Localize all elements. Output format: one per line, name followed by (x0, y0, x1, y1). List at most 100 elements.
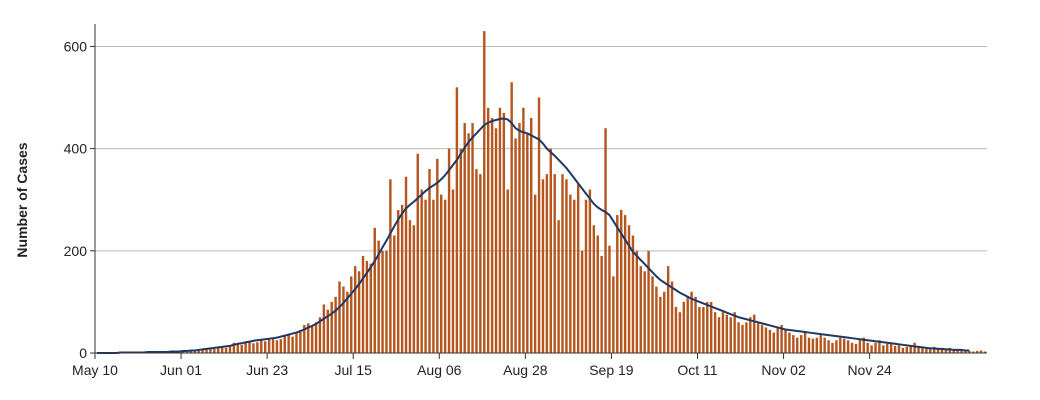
bar (889, 342, 893, 353)
bar (369, 263, 373, 353)
bar (584, 199, 588, 353)
bar (709, 301, 713, 353)
bar (408, 220, 412, 353)
bar (729, 317, 732, 353)
bar (858, 340, 862, 353)
bar (428, 169, 431, 353)
bar (424, 199, 427, 353)
bar (522, 107, 525, 353)
bar (561, 174, 564, 353)
bar (803, 332, 807, 353)
bar (381, 250, 384, 353)
bar (659, 296, 662, 353)
bar (721, 312, 725, 354)
bar (385, 250, 388, 353)
bar (451, 189, 455, 353)
bar (377, 240, 380, 353)
bar (533, 194, 537, 353)
bar (185, 350, 189, 353)
bar (643, 271, 646, 353)
x-tick-label: Nov 24 (847, 362, 892, 378)
bar (612, 276, 615, 353)
bar (346, 291, 349, 353)
bar (303, 324, 306, 353)
bar (713, 312, 717, 354)
bar (831, 342, 834, 353)
bar (338, 281, 341, 353)
bar (741, 324, 744, 353)
bar (209, 348, 212, 353)
bar (917, 346, 920, 353)
bar (623, 215, 627, 353)
bar (745, 322, 748, 353)
bar (968, 350, 971, 353)
bar (588, 189, 592, 353)
bar (330, 301, 333, 353)
bar (479, 174, 482, 353)
bar (666, 266, 670, 353)
bar (322, 304, 326, 353)
bar (514, 138, 517, 353)
bar (412, 225, 416, 353)
bar (565, 179, 568, 353)
bar (526, 133, 529, 353)
bar (326, 309, 329, 353)
bar (432, 199, 435, 353)
bar (913, 342, 916, 353)
y-tick-label: 200 (64, 243, 88, 259)
bar (530, 117, 533, 353)
bar (690, 291, 693, 353)
y-axis-ticks: 0 200 400 600 (64, 38, 95, 361)
bar (447, 148, 451, 354)
bar (440, 194, 443, 353)
bar (796, 337, 799, 353)
bar (760, 324, 764, 353)
axes (94, 24, 987, 354)
bar (173, 351, 177, 353)
x-tick-label: Nov 02 (761, 362, 806, 378)
bar (784, 330, 787, 353)
bar (459, 148, 463, 354)
bar (932, 346, 936, 353)
bar (181, 351, 185, 353)
bar (244, 341, 247, 353)
bar (260, 340, 263, 353)
bar (240, 344, 243, 353)
bar (283, 336, 286, 353)
bar (854, 343, 858, 353)
bar (353, 266, 357, 353)
bar (706, 301, 709, 353)
bar (279, 339, 283, 353)
bar (815, 337, 819, 353)
bar (827, 340, 830, 353)
grid-lines (95, 45, 987, 252)
bar (600, 255, 603, 353)
bar (220, 346, 224, 353)
bar (909, 345, 912, 353)
x-tick-label: Jun 23 (246, 362, 288, 378)
x-tick-label: Jul 15 (335, 362, 373, 378)
bar (549, 148, 552, 354)
bar (952, 348, 955, 353)
y-axis-title: Number of Cases (14, 142, 30, 257)
bar (725, 314, 729, 353)
bar (357, 271, 361, 353)
bar (604, 128, 607, 353)
bar (389, 179, 392, 353)
bar (842, 338, 846, 353)
bar (287, 335, 290, 353)
bar (893, 345, 897, 353)
bar (365, 261, 369, 353)
bar (694, 296, 697, 353)
bar (976, 350, 979, 353)
bar (651, 276, 654, 353)
bar (799, 335, 803, 353)
bar (275, 340, 279, 353)
bar (541, 179, 545, 353)
bar (964, 350, 967, 353)
bar (698, 307, 701, 353)
bar (350, 276, 353, 353)
bar (635, 250, 639, 353)
bar (310, 326, 314, 353)
bar (655, 286, 658, 353)
